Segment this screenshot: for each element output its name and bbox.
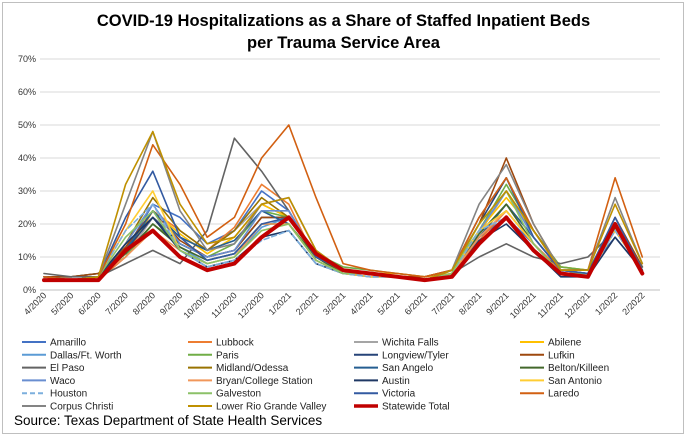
x-tick-label: 5/2020 xyxy=(49,290,76,317)
y-tick-label: 40% xyxy=(18,153,36,163)
x-tick-label: 11/2020 xyxy=(209,290,239,320)
legend-label: Houston xyxy=(50,389,87,400)
x-tick-label: 2/2021 xyxy=(294,290,321,317)
chart-title: COVID-19 Hospitalizations as a Share of … xyxy=(96,12,591,52)
y-tick-label: 50% xyxy=(18,120,36,130)
gridlines xyxy=(40,58,660,291)
y-tick-label: 20% xyxy=(18,219,36,229)
series-lines xyxy=(42,124,645,283)
x-tick-label: 9/2020 xyxy=(158,290,185,317)
x-tick-label: 12/2021 xyxy=(562,290,592,320)
x-tick-label: 6/2020 xyxy=(76,290,103,317)
x-tick-label: 2/2022 xyxy=(620,290,647,317)
legend-label: San Angelo xyxy=(382,363,434,374)
y-tick-label: 70% xyxy=(18,54,36,64)
legend-label: Lubbock xyxy=(216,338,255,349)
x-tick-label: 10/2020 xyxy=(182,290,212,320)
x-tick-label: 1/2021 xyxy=(267,290,294,317)
legend-label: Lufkin xyxy=(548,350,575,361)
x-tick-label: 9/2021 xyxy=(484,290,511,317)
y-axis: 0% 10% 20% 30% 40% 50% 60% 70% xyxy=(18,54,36,295)
y-tick-label: 30% xyxy=(18,186,36,196)
x-tick-label: 3/2021 xyxy=(321,290,348,317)
series-line-statewide-total xyxy=(42,215,645,283)
legend-label: Corpus Christi xyxy=(50,402,113,413)
y-tick-label: 60% xyxy=(18,87,36,97)
x-tick-label: 8/2020 xyxy=(131,290,158,317)
legend-label: Abilene xyxy=(548,338,582,349)
legend-label: Waco xyxy=(50,376,76,387)
x-tick-label: 7/2020 xyxy=(103,290,130,317)
legend-label: Austin xyxy=(382,376,410,387)
legend-label: Dallas/Ft. Worth xyxy=(50,350,122,361)
x-tick-label: 10/2021 xyxy=(508,290,538,320)
legend-label: Midland/Odessa xyxy=(216,363,289,374)
x-tick-label: 1/2022 xyxy=(593,290,620,317)
y-tick-label: 10% xyxy=(18,252,36,262)
legend-label: El Paso xyxy=(50,363,85,374)
legend-label: Belton/Killeen xyxy=(548,363,609,374)
legend-label: Bryan/College Station xyxy=(216,376,313,387)
x-tick-label: 4/2021 xyxy=(348,290,375,317)
y-tick-label: 0% xyxy=(23,285,36,295)
x-axis: 4/2020 5/2020 6/2020 7/2020 8/2020 9/202010/2… xyxy=(22,290,647,320)
source-note: Source: Texas Department of State Health… xyxy=(14,413,323,428)
x-tick-label: 12/2020 xyxy=(236,290,266,320)
legend-label: Laredo xyxy=(548,389,580,400)
legend-label: Paris xyxy=(216,350,239,361)
x-tick-label: 8/2021 xyxy=(457,290,484,317)
series-line-galveston xyxy=(43,190,644,281)
x-tick-label: 11/2021 xyxy=(536,290,566,320)
legend-label: Longview/Tyler xyxy=(382,350,449,361)
legend-label: Wichita Falls xyxy=(382,338,439,349)
legend-label: Victoria xyxy=(382,389,416,400)
legend: Amarillo Lubbock Wichita Falls Abilene Dalla… xyxy=(22,338,609,413)
legend-label: San Antonio xyxy=(548,376,602,387)
legend-label: Lower Rio Grande Valley xyxy=(216,402,326,413)
x-tick-label: 7/2021 xyxy=(430,290,457,317)
x-tick-label: 5/2021 xyxy=(375,290,402,317)
series-line-lower-rio-grande-valley xyxy=(43,130,644,281)
legend-label: Amarillo xyxy=(50,338,87,349)
legend-label: Galveston xyxy=(216,389,261,400)
x-tick-label: 6/2021 xyxy=(403,290,430,317)
legend-label: Statewide Total xyxy=(382,402,450,413)
